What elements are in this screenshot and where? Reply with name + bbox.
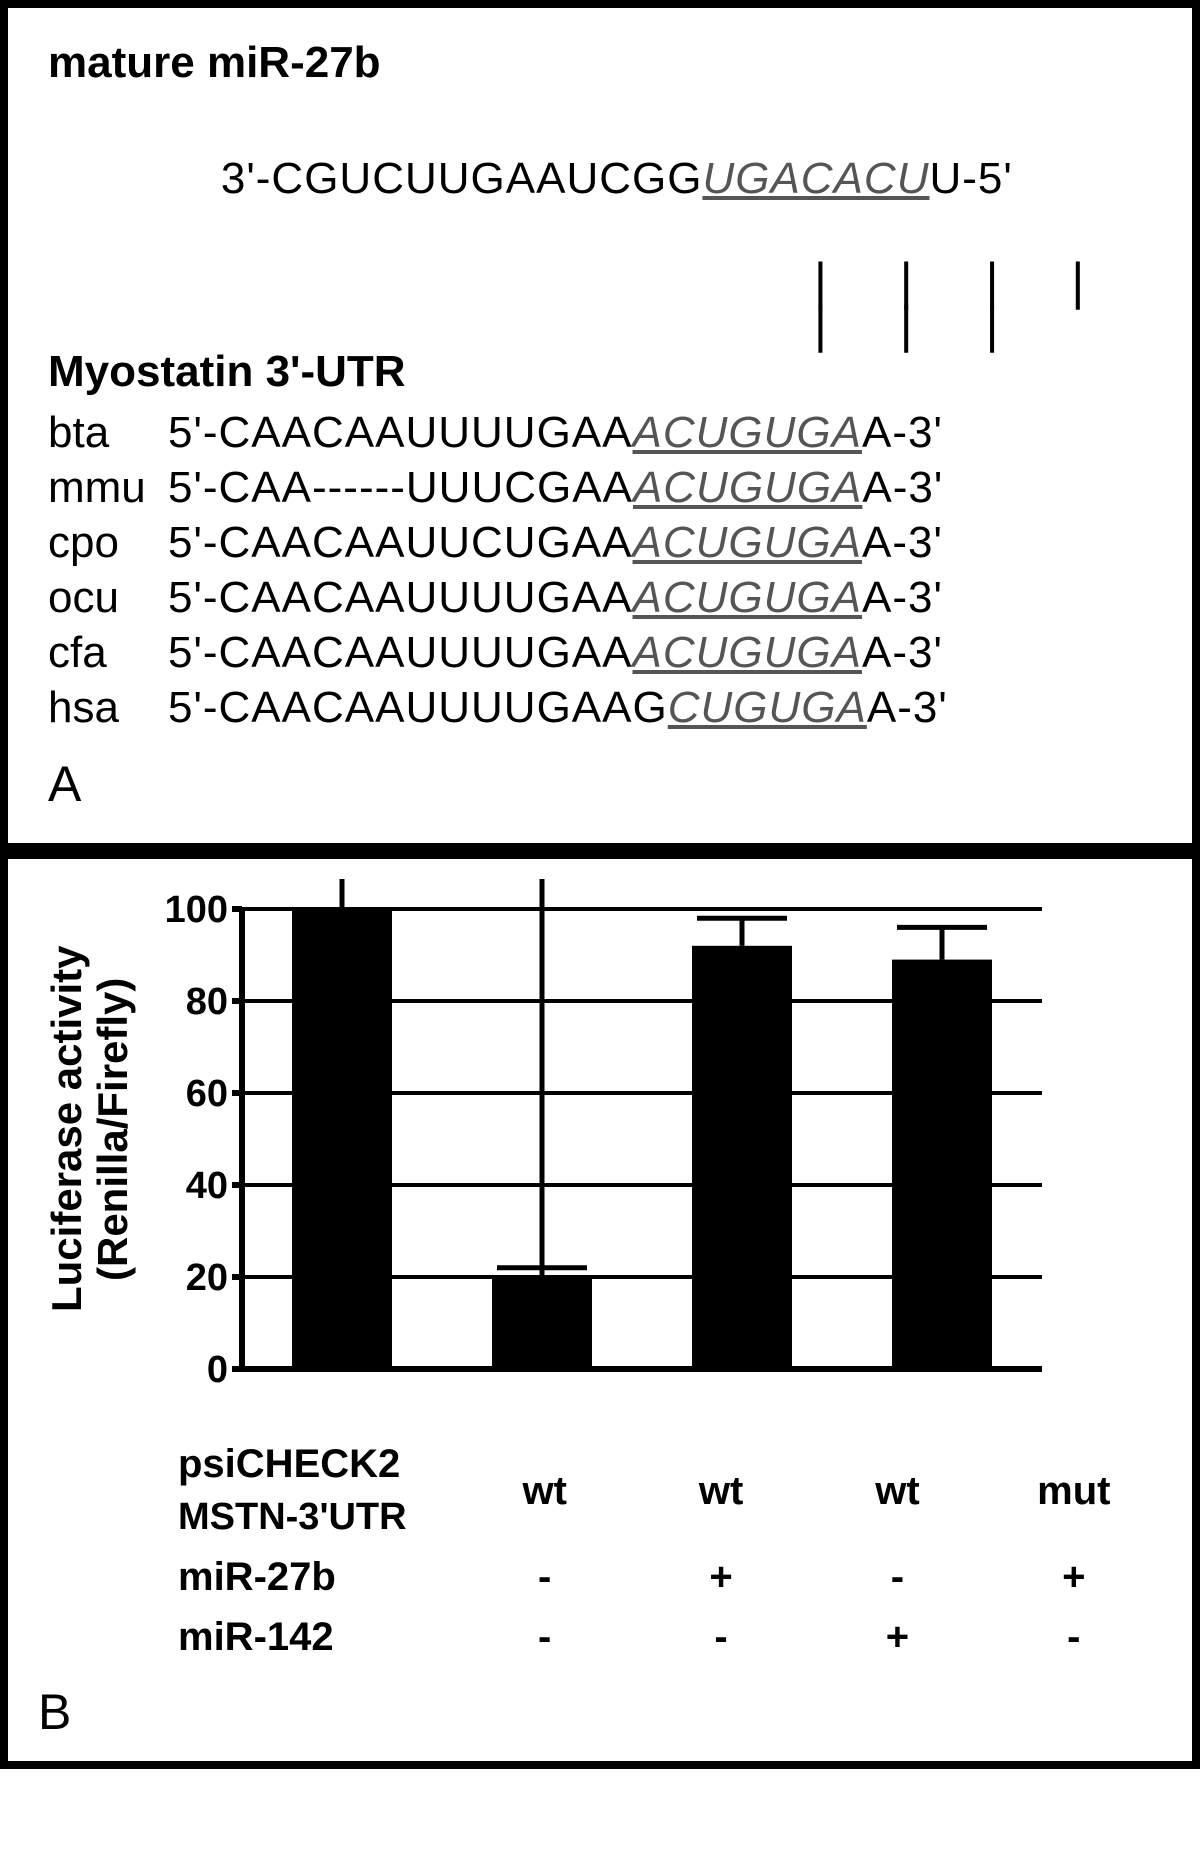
- cond-row-construct: psiCHECK2 MSTN-3'UTR wt wt wt mut: [178, 1438, 1162, 1542]
- alignment-block: bta5'-CAACAAUUUUGAAACUGUGAA-3'mmu5'-CAA-…: [48, 405, 1172, 735]
- alignment-row: ocu5'-CAACAAUUUUGAAACUGUGAA-3': [48, 570, 1172, 625]
- ytick-label: 100: [165, 889, 228, 931]
- utr-sequence: 5'-CAACAAUUUUGAAACUGUGAA-3': [168, 570, 943, 625]
- bar: [692, 946, 792, 1369]
- alignment-row: cfa5'-CAACAAUUUUGAAACUGUGAA-3': [48, 625, 1172, 680]
- seq-pre: 5'-CAACAAUUUUGAA: [168, 628, 633, 677]
- cond-cell: +: [809, 1611, 985, 1663]
- utr-sequence: 5'-CAA------UUUCGAAACUGUGAA-3': [168, 460, 943, 515]
- species-code: mmu: [48, 462, 168, 515]
- species-code: ocu: [48, 572, 168, 625]
- panel-a: mature miR-27b 3'-CGUCUUGAAUCGGUGACACUU-…: [0, 0, 1200, 851]
- mir-header: mature miR-27b: [48, 38, 1172, 88]
- cond-label-mstn: MSTN-3'UTR: [178, 1496, 407, 1538]
- mir-seq-pre: 3'-CGUCUUGAAUCGG: [221, 154, 703, 203]
- cond-cell: -: [456, 1551, 632, 1603]
- utr-sequence: 5'-CAACAAUUUUGAAACUGUGAA-3': [168, 625, 943, 680]
- seq-pre: 5'-CAACAAUUUUGAA: [168, 573, 633, 622]
- cond-label-mir142: miR-142: [178, 1611, 456, 1663]
- ytick-label: 80: [186, 981, 228, 1023]
- seq-post: A-3': [862, 628, 943, 677]
- species-code: bta: [48, 407, 168, 460]
- utr-sequence: 5'-CAACAAUUUUGAAGCUGUGAA-3': [168, 680, 948, 735]
- seq-post: A-3': [862, 408, 943, 457]
- seq-post: A-3': [867, 683, 948, 732]
- panel-b-letter: B: [38, 1683, 1162, 1741]
- alignment-row: mmu5'-CAA------UUUCGAAACUGUGAA-3': [48, 460, 1172, 515]
- cond-row-mir27b: miR-27b - + - +: [178, 1551, 1162, 1603]
- mir-seq-seed: UGACACU: [702, 154, 929, 203]
- y-axis-label: Luciferase activity (Renilla/Firefly): [38, 879, 142, 1379]
- species-code: cfa: [48, 627, 168, 680]
- cond-label-psicheck: psiCHECK2: [178, 1442, 400, 1486]
- seq-seed: ACUGUGA: [633, 463, 862, 512]
- seq-pre: 5'-CAACAAUUUUGAAG: [168, 683, 668, 732]
- panel-b: Luciferase activity (Renilla/Firefly) 0 2…: [0, 851, 1200, 1768]
- seq-post: A-3': [862, 573, 943, 622]
- ytick-label: 0: [207, 1349, 228, 1391]
- ylabel-line2: (Renilla/Firefly): [89, 978, 136, 1281]
- seq-seed: ACUGUGA: [633, 573, 862, 622]
- pairing-ticks: | | | | | | |: [48, 261, 1172, 347]
- cond-cell: wt: [456, 1465, 632, 1517]
- condition-table: psiCHECK2 MSTN-3'UTR wt wt wt mut miR-27…: [178, 1438, 1162, 1662]
- bar-chart: 020406080100*: [142, 879, 1102, 1419]
- utr-header: Myostatin 3'-UTR: [48, 347, 1172, 397]
- cond-cell: -: [809, 1551, 985, 1603]
- alignment-row: bta5'-CAACAAUUUUGAAACUGUGAA-3': [48, 405, 1172, 460]
- seq-seed: ACUGUGA: [633, 408, 862, 457]
- bar: [892, 960, 992, 1369]
- ytick-label: 40: [186, 1165, 228, 1207]
- seq-post: A-3': [862, 463, 943, 512]
- seq-pre: 5'-CAACAAUUUUGAA: [168, 408, 633, 457]
- species-code: hsa: [48, 682, 168, 735]
- seq-pre: 5'-CAA------UUUCGAA: [168, 463, 633, 512]
- cond-cell: wt: [633, 1465, 809, 1517]
- cond-cell: wt: [809, 1465, 985, 1517]
- cond-label-mir27b: miR-27b: [178, 1551, 456, 1603]
- cond-cell: +: [986, 1551, 1162, 1603]
- seq-seed: ACUGUGA: [633, 518, 862, 567]
- cond-row-mir142: miR-142 - - + -: [178, 1611, 1162, 1663]
- cond-cell: mut: [986, 1465, 1162, 1517]
- seq-seed: ACUGUGA: [633, 628, 862, 677]
- mir-sequence: 3'-CGUCUUGAAUCGGUGACACUU-5': [48, 96, 1172, 261]
- seq-post: A-3': [862, 518, 943, 567]
- alignment-row: hsa5'-CAACAAUUUUGAAGCUGUGAA-3': [48, 680, 1172, 735]
- bar: [292, 909, 392, 1369]
- chart-container: 020406080100*: [142, 879, 1162, 1424]
- utr-sequence: 5'-CAACAAUUUUGAAACUGUGAA-3': [168, 405, 943, 460]
- species-code: cpo: [48, 517, 168, 570]
- alignment-row: cpo5'-CAACAAUUCUGAAACUGUGAA-3': [48, 515, 1172, 570]
- cond-cell: -: [633, 1611, 809, 1663]
- cond-cell: -: [986, 1611, 1162, 1663]
- bar: [492, 1277, 592, 1369]
- cond-cell: -: [456, 1611, 632, 1663]
- seq-pre: 5'-CAACAAUUCUGAA: [168, 518, 633, 567]
- utr-sequence: 5'-CAACAAUUCUGAAACUGUGAA-3': [168, 515, 943, 570]
- ylabel-line1: Luciferase activity: [43, 946, 90, 1313]
- ytick-label: 60: [186, 1073, 228, 1115]
- seq-seed: CUGUGA: [668, 683, 867, 732]
- panel-a-letter: A: [48, 755, 1172, 813]
- cond-cell: +: [633, 1551, 809, 1603]
- chart-wrap: Luciferase activity (Renilla/Firefly) 0 2…: [38, 879, 1162, 1424]
- ytick-label: 20: [186, 1257, 228, 1299]
- mir-seq-post: U-5': [929, 154, 1012, 203]
